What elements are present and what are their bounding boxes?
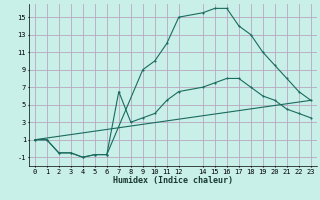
X-axis label: Humidex (Indice chaleur): Humidex (Indice chaleur) bbox=[113, 176, 233, 185]
